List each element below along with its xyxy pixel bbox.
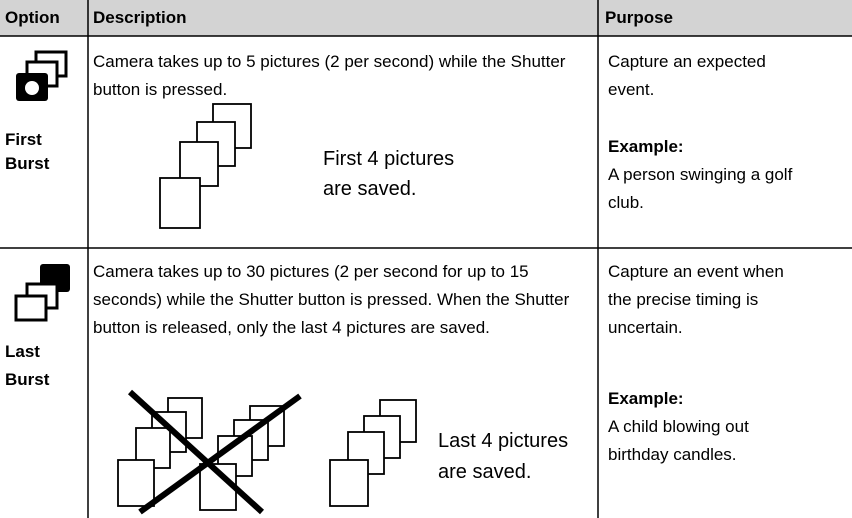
discarded-stack bbox=[117, 389, 302, 515]
description: Camera takes up to 30 pictures (2 per se… bbox=[93, 262, 570, 337]
example-label: Example: bbox=[608, 137, 684, 156]
example: A person swinging a golf club. bbox=[608, 165, 793, 212]
purpose: Capture an event when the precise timing… bbox=[608, 262, 784, 337]
first-burst-stack bbox=[159, 103, 252, 229]
first-burst-icon bbox=[16, 50, 68, 101]
option-label: First Burst bbox=[5, 130, 50, 173]
description: Camera takes up to 5 pictures (2 per sec… bbox=[93, 52, 566, 99]
header-cell: Purpose bbox=[605, 8, 674, 27]
last-burst-stack bbox=[329, 399, 417, 507]
header-row bbox=[0, 0, 852, 36]
caption: First 4 pictures are saved. bbox=[323, 148, 455, 200]
header-cell: Description bbox=[93, 8, 187, 27]
caption: Last 4 pictures are saved. bbox=[438, 430, 569, 483]
purpose: Capture an expected event. bbox=[608, 52, 766, 99]
option-label: Last Burst bbox=[5, 342, 50, 389]
example-label: Example: bbox=[608, 389, 684, 408]
example: A child blowing out birthday candles. bbox=[608, 417, 749, 464]
last-burst-icon bbox=[14, 264, 70, 322]
header-cell: Option bbox=[5, 8, 60, 27]
